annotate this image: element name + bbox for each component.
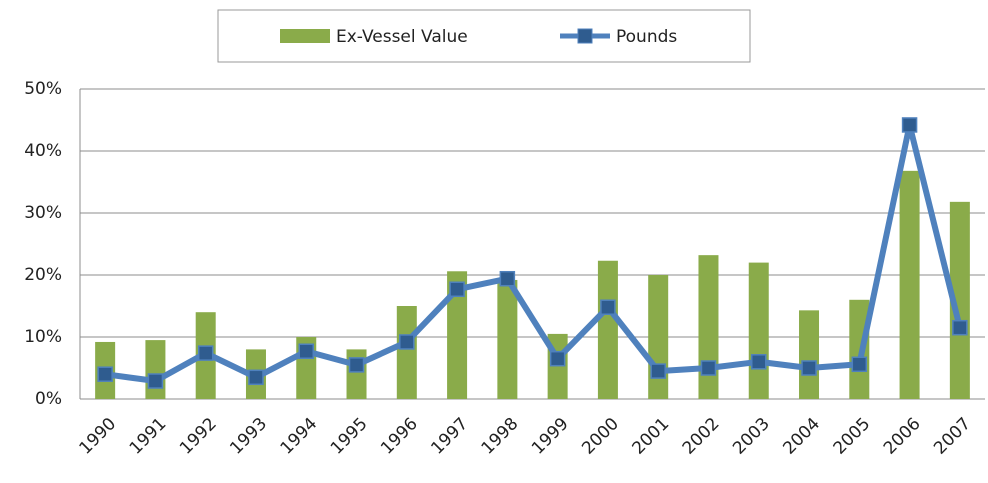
x-tick-label: 1992	[176, 414, 221, 459]
marker	[700, 360, 717, 376]
bar	[346, 349, 367, 399]
marker	[248, 369, 264, 386]
x-tick-label: 2000	[578, 414, 623, 459]
marker	[298, 343, 314, 360]
x-tick-label: 2002	[679, 414, 724, 459]
x-tick-label: 1999	[528, 414, 573, 459]
marker	[399, 334, 415, 350]
marker	[650, 363, 666, 379]
x-tick-label: 2006	[880, 414, 925, 459]
marker	[97, 366, 113, 382]
legend-label: Pounds	[616, 27, 677, 47]
marker	[499, 270, 516, 287]
marker	[801, 360, 817, 376]
y-tick-label: 10%	[24, 327, 62, 347]
marker	[851, 356, 868, 373]
marker	[952, 319, 968, 336]
y-tick-label: 0%	[35, 389, 62, 409]
bar	[799, 310, 820, 399]
legend-swatch	[577, 28, 593, 44]
x-tick-label: 1995	[327, 414, 372, 459]
marker	[600, 299, 616, 315]
legend-label: Ex-Vessel Value	[336, 27, 468, 47]
line	[104, 121, 963, 385]
x-tick-label: 2001	[629, 414, 674, 459]
bar	[447, 271, 468, 399]
marker	[901, 117, 918, 133]
y-tick-label: 50%	[24, 79, 62, 99]
bar	[597, 260, 618, 399]
x-tick-label: 1996	[377, 414, 422, 459]
x-tick-label: 2005	[830, 414, 875, 459]
bar	[899, 170, 920, 399]
y-tick-label: 20%	[24, 265, 62, 285]
legend-swatch	[280, 29, 330, 43]
x-tick-label: 1998	[478, 414, 523, 459]
bar	[949, 201, 970, 399]
bar	[497, 279, 518, 399]
x-tick-label: 1990	[75, 414, 120, 459]
marker	[197, 345, 214, 361]
bar	[698, 255, 719, 399]
marker	[348, 357, 365, 373]
marker	[751, 354, 767, 370]
x-tick-label: 1997	[427, 414, 472, 459]
bar	[648, 275, 669, 399]
bar	[849, 299, 870, 399]
x-tick-label: 1991	[126, 414, 171, 459]
marker	[549, 350, 566, 367]
y-tick-label: 40%	[24, 141, 62, 161]
marker	[449, 281, 465, 298]
x-tick-label: 1993	[226, 414, 271, 459]
marker	[147, 373, 164, 389]
bar	[748, 262, 769, 399]
x-tick-label: 1994	[277, 414, 322, 459]
bar	[396, 306, 417, 399]
y-tick-label: 30%	[24, 203, 62, 223]
x-tick-label: 2003	[729, 414, 774, 459]
bar	[145, 340, 166, 399]
x-tick-label: 2004	[779, 414, 824, 459]
x-tick-label: 2007	[930, 414, 975, 459]
